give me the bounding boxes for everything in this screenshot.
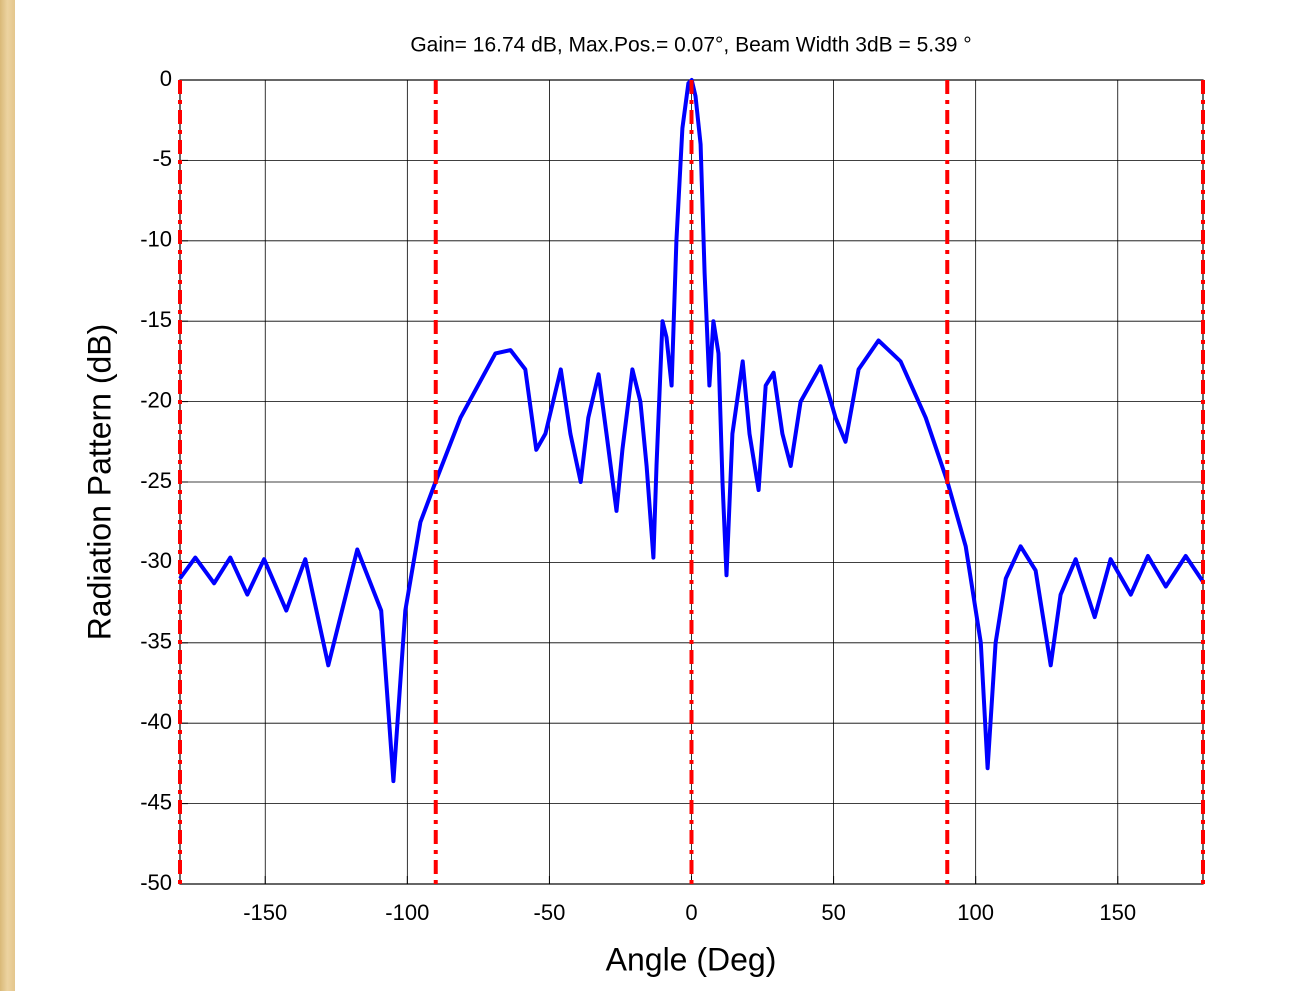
chart-title: Gain= 16.74 dB, Max.Pos.= 0.07°, Beam Wi… — [410, 34, 971, 57]
y-tick-label: -10 — [140, 227, 172, 252]
y-tick-label: -15 — [140, 307, 172, 332]
y-tick-label: -30 — [140, 548, 172, 573]
y-tick-label: -40 — [140, 709, 172, 734]
y-tick-label: -45 — [140, 789, 172, 814]
y-tick-label: -5 — [152, 146, 172, 171]
y-tick-label: -25 — [140, 468, 172, 493]
x-tick-label: -100 — [385, 900, 429, 925]
y-tick-label: -35 — [140, 629, 172, 654]
x-tick-label: 0 — [685, 900, 697, 925]
x-tick-label: -50 — [534, 900, 566, 925]
x-axis-label: Angle (Deg) — [606, 941, 777, 977]
x-tick-label: 50 — [821, 900, 845, 925]
y-tick-label: 0 — [160, 66, 172, 91]
y-tick-label: -20 — [140, 387, 172, 412]
x-tick-label: 150 — [1099, 900, 1136, 925]
x-tick-label: 100 — [957, 900, 994, 925]
x-tick-label: -150 — [243, 900, 287, 925]
border-texture — [0, 0, 15, 991]
y-tick-label: -50 — [140, 870, 172, 895]
data-line — [178, 78, 1205, 784]
y-axis-label: Radiation Pattern (dB) — [81, 324, 117, 641]
